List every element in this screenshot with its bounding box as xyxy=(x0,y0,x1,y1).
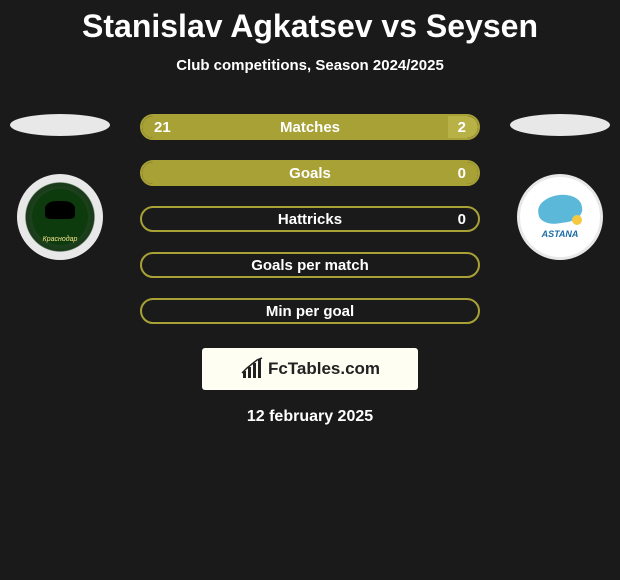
stat-label: Goals per match xyxy=(251,257,369,274)
club-badge-left: Краснодар xyxy=(17,174,103,260)
stat-bars: 21 2 Matches 0 Goals 0 Hattricks Goals per matc… xyxy=(140,114,480,324)
club-badge-left-text: Краснодар xyxy=(43,236,78,243)
chart-icon xyxy=(240,357,264,381)
footer-brand[interactable]: FcTables.com xyxy=(202,348,418,390)
stat-bar: 21 2 Matches xyxy=(140,114,480,140)
stat-value-right: 0 xyxy=(458,165,466,182)
player-left-avatar-placeholder xyxy=(10,114,110,136)
page-title: Stanislav Agkatsev vs Seysen xyxy=(82,8,538,45)
stat-label: Goals xyxy=(289,165,331,182)
subtitle: Club competitions, Season 2024/2025 xyxy=(176,57,444,74)
footer-brand-text: FcTables.com xyxy=(268,359,380,379)
stat-value-right: 0 xyxy=(458,211,466,228)
stat-value-left: 21 xyxy=(154,119,171,136)
stat-label: Min per goal xyxy=(266,303,354,320)
stat-bar: Goals per match xyxy=(140,252,480,278)
stat-label: Matches xyxy=(280,119,340,136)
date-text: 12 february 2025 xyxy=(247,408,373,426)
stat-label: Hattricks xyxy=(278,211,342,228)
player-right-avatar-placeholder xyxy=(510,114,610,136)
player-left-panel: Краснодар xyxy=(10,114,110,260)
stat-bar: 0 Goals xyxy=(140,160,480,186)
badge-ball-icon xyxy=(572,215,582,225)
stat-bar: 0 Hattricks xyxy=(140,206,480,232)
stats-container: Краснодар 21 2 Matches 0 Goals 0 Hattricks Goal… xyxy=(0,114,620,324)
stat-value-right: 2 xyxy=(458,119,466,136)
player-right-panel: ASTANA xyxy=(510,114,610,260)
club-badge-right-text: ASTANA xyxy=(542,229,579,239)
club-badge-right: ASTANA xyxy=(517,174,603,260)
stat-bar: Min per goal xyxy=(140,298,480,324)
